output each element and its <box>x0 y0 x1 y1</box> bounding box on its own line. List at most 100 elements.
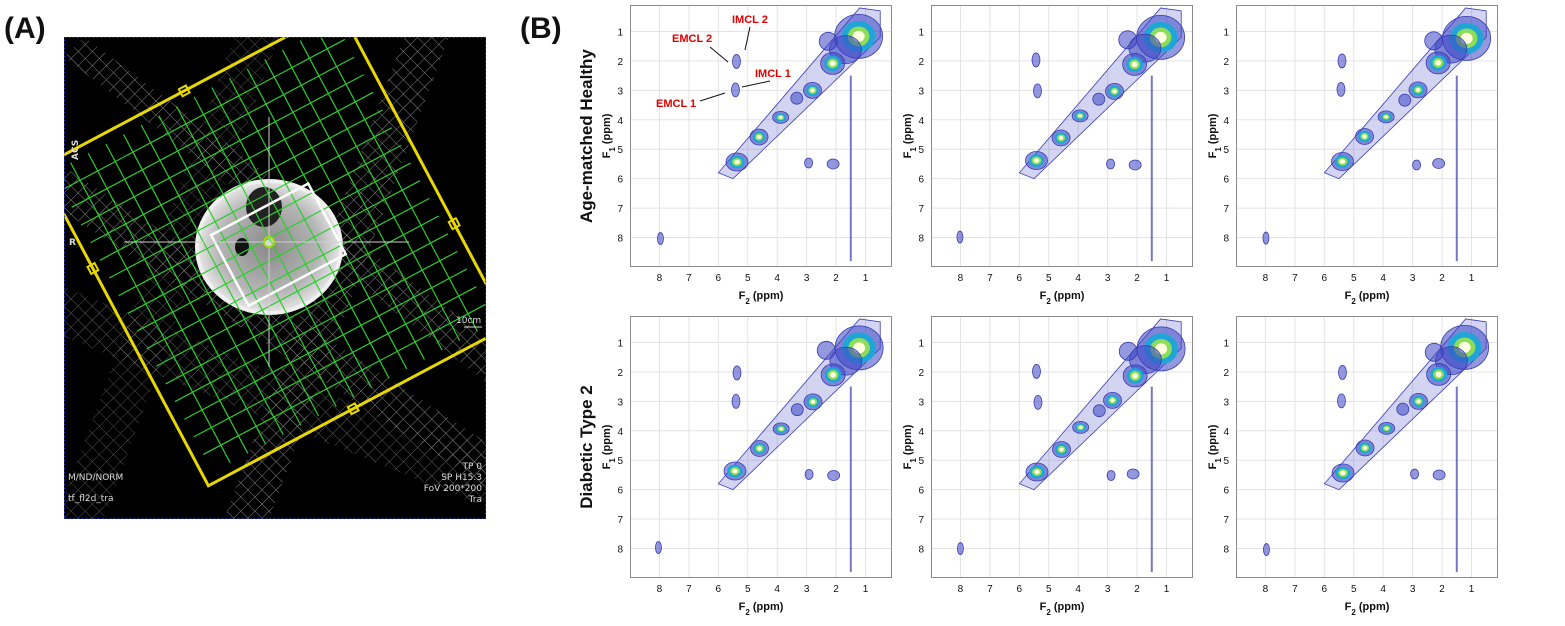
x-tick-label: 6 <box>1017 273 1023 284</box>
x-tick-label: 8 <box>1263 584 1269 595</box>
y-tick-label: 6 <box>617 175 623 186</box>
cross-peak <box>1396 402 1410 416</box>
annotation-emcl1: EMCL 1 <box>656 98 696 110</box>
cross-peak <box>657 232 664 245</box>
y-tick-label: 6 <box>1223 175 1229 186</box>
spectrum-svg: 8 7 6 5 4 3 2 1 1 2 3 4 5 6 7 8 F2 (ppm) F1 (ppm) <box>601 316 892 617</box>
spectrum-svg: 8 7 6 5 4 3 2 1 1 2 3 4 5 6 7 8 F2 (ppm) F1 (ppm) IMCL 2 EM… <box>601 5 892 306</box>
y-tick-label: 2 <box>617 57 623 68</box>
cosy-spectrum-healthy-1: 8 7 6 5 4 3 2 1 1 2 3 4 5 6 7 8 F2 (ppm) F1 (ppm) IMCL 2 EM… <box>601 5 1206 315</box>
cross-peak <box>1092 404 1106 418</box>
x-tick-label: 4 <box>1380 273 1386 284</box>
cross-peak <box>732 54 741 69</box>
bottom-right-line-3: FoV 200*200 <box>424 484 483 494</box>
spectrum-svg: 8 7 6 5 4 3 2 1 1 2 3 4 5 6 7 8 F2 (ppm) F1 (ppm) <box>1207 316 1498 617</box>
y-tick-label: 8 <box>918 234 924 245</box>
y-tick-label: 3 <box>1223 86 1229 97</box>
x-tick-label: 1 <box>863 273 869 284</box>
plot-frame <box>1236 316 1498 578</box>
cross-peak <box>1377 110 1395 124</box>
cross-peak <box>1092 92 1106 106</box>
x-axis-title: F2 (ppm) <box>739 290 784 306</box>
cross-peak <box>1072 420 1090 434</box>
x-tick-label: 6 <box>716 584 722 595</box>
y-axis-title: F1 (ppm) <box>902 113 918 158</box>
x-tick-label: 5 <box>1046 584 1052 595</box>
bottom-right-line-4: Tra <box>468 495 482 505</box>
y-tick-label: 3 <box>918 86 924 97</box>
cross-peak <box>1122 52 1148 76</box>
cross-peak <box>1432 469 1446 481</box>
annotation-leader-line <box>709 46 729 63</box>
cross-peak <box>1071 109 1089 123</box>
y-tick-label: 3 <box>617 397 623 408</box>
cross-peak <box>750 440 769 457</box>
x-tick-label: 1 <box>1164 273 1170 284</box>
row-label-diabetic: Diabetic Type 2 <box>577 385 596 509</box>
x-tick-label: 5 <box>1351 273 1357 284</box>
annotation-leader-line <box>741 80 771 88</box>
cosy-spectrum-diabetic-1: 8 7 6 5 4 3 2 1 1 2 3 4 5 6 7 8 F2 (ppm) F1 (ppm) <box>601 316 1206 626</box>
cross-peak <box>1331 463 1355 483</box>
cross-peak <box>1398 93 1412 107</box>
annotation-emcl2: EMCL 2 <box>672 33 712 45</box>
y-tick-label: 7 <box>918 204 924 215</box>
cross-peak <box>1103 391 1122 409</box>
y-tick-label: 4 <box>1223 427 1229 438</box>
cross-peak <box>1336 81 1346 97</box>
y-tick-label: 8 <box>617 234 623 245</box>
cross-peak <box>1410 468 1419 480</box>
x-tick-label: 7 <box>987 273 993 284</box>
plot-area: 8 7 6 5 4 3 2 1 1 2 3 4 5 6 7 8 F2 (ppm) F1 (ppm) <box>601 316 892 617</box>
cross-peak <box>790 91 804 105</box>
x-tick-label: 8 <box>1263 273 1269 284</box>
plot-frame <box>931 5 1193 267</box>
cross-peak <box>1118 30 1138 50</box>
y-tick-label: 5 <box>1223 145 1229 156</box>
x-tick-label: 7 <box>987 584 993 595</box>
cross-peak <box>820 363 846 387</box>
spectrum-svg: 8 7 6 5 4 3 2 1 1 2 3 4 5 6 7 8 F2 (ppm) F1 (ppm) <box>902 5 1193 306</box>
orientation-acs-text: ACS <box>71 140 81 160</box>
panel-b-label: (B) <box>520 12 562 45</box>
annotation-imcl2: IMCL 2 <box>732 14 768 26</box>
y-tick-label: 5 <box>617 456 623 467</box>
x-tick-label: 2 <box>1439 584 1445 595</box>
y-tick-label: 7 <box>1223 515 1229 526</box>
y-tick-label: 4 <box>918 427 924 438</box>
y-tick-label: 5 <box>617 145 623 156</box>
x-tick-label: 4 <box>1380 584 1386 595</box>
cross-peak <box>1118 341 1138 361</box>
x-axis-title: F2 (ppm) <box>739 601 784 617</box>
x-tick-label: 4 <box>774 273 780 284</box>
x-tick-label: 7 <box>686 584 692 595</box>
y-tick-label: 7 <box>1223 204 1229 215</box>
cosy-spectrum-diabetic-2: 8 7 6 5 4 3 2 1 1 2 3 4 5 6 7 8 F2 (ppm) F1 (ppm) <box>902 316 1507 626</box>
plot-area: 8 7 6 5 4 3 2 1 1 2 3 4 5 6 7 8 F2 (ppm) F1 (ppm) <box>1207 316 1498 617</box>
y-tick-label: 8 <box>1223 234 1229 245</box>
cross-peak <box>803 393 823 411</box>
x-tick-label: 3 <box>1410 273 1416 284</box>
x-tick-label: 8 <box>657 584 663 595</box>
cross-peak <box>1126 468 1140 480</box>
x-tick-label: 1 <box>1469 584 1475 595</box>
x-tick-label: 3 <box>1410 584 1416 595</box>
x-tick-label: 4 <box>1075 584 1081 595</box>
x-tick-label: 5 <box>745 584 751 595</box>
cross-peak <box>804 469 814 480</box>
y-tick-label: 7 <box>617 204 623 215</box>
y-axis-title: F1 (ppm) <box>601 424 617 469</box>
y-tick-label: 8 <box>1223 545 1229 556</box>
x-tick-label: 8 <box>958 584 964 595</box>
y-tick-label: 2 <box>617 368 623 379</box>
y-tick-label: 3 <box>1223 397 1229 408</box>
x-axis-title: F2 (ppm) <box>1040 601 1085 617</box>
cross-peak <box>772 422 790 436</box>
orientation-r-text: R <box>69 238 76 248</box>
cross-peak <box>1262 231 1270 245</box>
x-tick-label: 3 <box>804 273 810 284</box>
cross-peak <box>1425 51 1451 75</box>
cross-peak <box>1424 342 1444 362</box>
cross-peak <box>1032 364 1041 379</box>
y-tick-label: 8 <box>918 545 924 556</box>
